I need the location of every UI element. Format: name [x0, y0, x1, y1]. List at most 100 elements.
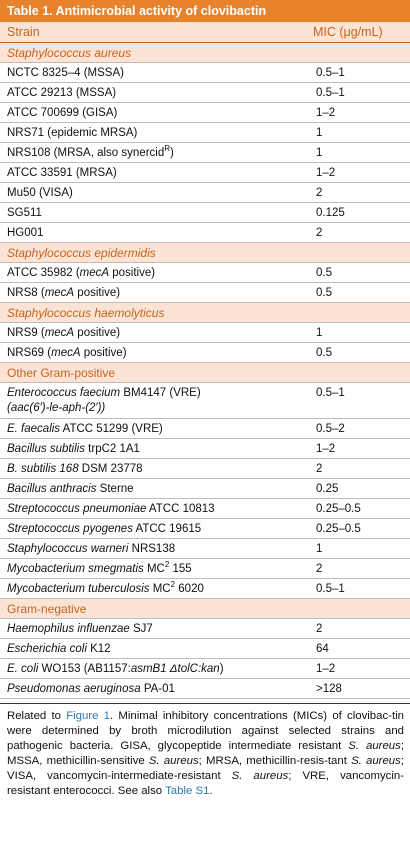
species-name: Mycobacterium smegmatis — [7, 563, 144, 575]
strain-id: NRS8 ( — [7, 287, 45, 299]
table-row: Mycobacterium smegmatis MC2 155 2 — [0, 559, 410, 579]
table-title: Table 1. Antimicrobial activity of clovi… — [0, 0, 410, 22]
strain-cell: Bacillus subtilis trpC2 1A1 — [7, 439, 140, 459]
table-s1-link[interactable]: Table S1 — [165, 785, 210, 797]
mic-value: 0.25–0.5 — [316, 503, 361, 515]
mic-value: 2 — [316, 563, 323, 575]
species-name: Haemophilus influenzae — [7, 623, 130, 635]
caption-text: . Minimal inhibitory concentrations (MIC… — [7, 710, 404, 752]
strain-cell: Pseudomonas aeruginosa PA-01 — [7, 679, 175, 699]
strain-id: HG001 — [7, 227, 44, 239]
group-rows-epidermidis: ATCC 35982 (mecA positive) 0.5 NRS8 (mecA … — [0, 263, 410, 303]
species-name: Escherichia coli — [7, 643, 87, 655]
mic-value: 1 — [316, 147, 323, 159]
table-row: B. subtilis 168 DSM 23778 2 — [0, 459, 410, 479]
mic-value: 0.5–2 — [316, 423, 345, 435]
table-row: NCTC 8325–4 (MSSA) 0.5–1 — [0, 63, 410, 83]
caption-italic: S. aureus — [351, 755, 401, 767]
mic-value: 2 — [316, 463, 323, 475]
mic-value: 1 — [316, 327, 323, 339]
strain-cell: NRS8 (mecA positive) — [7, 283, 120, 303]
strain-id: MC — [149, 583, 171, 595]
species-name: B. subtilis 168 — [7, 463, 79, 475]
gene-name: mecA — [44, 327, 75, 339]
strain-cell: HG001 — [7, 223, 43, 243]
table-caption: Related to Figure 1. Minimal inhibitory … — [0, 704, 410, 799]
strain-id: K12 — [86, 643, 111, 655]
mic-value: 1–2 — [316, 107, 336, 119]
caption-text: Related to — [7, 710, 67, 722]
strain-cell: ATCC 700699 (GISA) — [7, 103, 117, 123]
caption-text: ; MSSA, methicillin-sensitive — [7, 740, 404, 767]
strain-cell: SG511 — [7, 203, 42, 223]
strain-tail: ) — [170, 147, 174, 159]
caption-italic: S. aureus — [148, 755, 199, 767]
group-other-gram-positive: Other Gram-positive — [0, 363, 410, 383]
table-row: Enterococcus faecium BM4147 (VRE) (aac(6′… — [0, 383, 410, 419]
caption-text: ; MRSA, methicillin-resis-tant — [198, 755, 352, 767]
table-document: Table 1. Antimicrobial activity of clovi… — [0, 0, 410, 799]
species-name: Bacillus subtilis — [7, 443, 85, 455]
strain-id: ATCC 10813 — [146, 503, 215, 515]
mic-value: 1 — [316, 543, 323, 555]
table-row: ATCC 35982 (mecA positive) 0.5 — [0, 263, 410, 283]
species-name: E. coli — [7, 663, 39, 675]
species-name: Mycobacterium tuberculosis — [7, 583, 150, 595]
mic-value: 1–2 — [316, 443, 336, 455]
mic-value: 2 — [316, 187, 323, 199]
strain-id: ATCC 19615 — [132, 523, 202, 535]
table-row: NRS108 (MRSA, also synercidR) 1 — [0, 143, 410, 163]
table-row: Escherichia coli K12 64 — [0, 639, 410, 659]
strain-cell: ATCC 29213 (MSSA) — [7, 83, 116, 103]
strain-tail: positive) — [80, 347, 127, 359]
caption-text: . — [209, 785, 213, 797]
strain-id: NRS138 — [128, 543, 176, 555]
table-row: HG001 2 — [0, 223, 410, 243]
strain-cell: Streptococcus pneumoniae ATCC 10813 — [7, 499, 215, 519]
strain-id: Sterne — [96, 483, 134, 495]
strain-id: NRS108 (MRSA, also synercid — [7, 147, 165, 159]
species-name: E. faecalis — [7, 423, 61, 435]
group-staph-haemolyticus: Staphylococcus haemolyticus — [0, 303, 410, 323]
strain-id: ATCC 33591 (MRSA) — [7, 167, 117, 179]
strain-cell: Escherichia coli K12 — [7, 639, 111, 659]
strain-id: ATCC 700699 (GISA) — [7, 107, 118, 119]
figure-1-link[interactable]: Figure 1 — [66, 710, 111, 722]
table-row: Streptococcus pyogenes ATCC 19615 0.25–0.… — [0, 519, 410, 539]
table-row: ATCC 29213 (MSSA) 0.5–1 — [0, 83, 410, 103]
group-staph-aureus: Staphylococcus aureus — [0, 43, 410, 63]
strain-cell: NRS108 (MRSA, also synercidR) — [7, 143, 174, 163]
table-row: E. faecalis ATCC 51299 (VRE) 0.5–2 — [0, 419, 410, 439]
strain-id: SJ7 — [129, 623, 153, 635]
strain-cell: Enterococcus faecium BM4147 (VRE) (aac(6′… — [7, 386, 201, 416]
strain-tail: 155 — [169, 563, 192, 575]
mic-value: 0.5–1 — [316, 87, 345, 99]
group-rows-haemolyticus: NRS9 (mecA positive) 1 NRS69 (mecA positiv… — [0, 323, 410, 363]
table-row: NRS9 (mecA positive) 1 — [0, 323, 410, 343]
strain-cell: Mu50 (VISA) — [7, 183, 73, 203]
table-row: Mu50 (VISA) 2 — [0, 183, 410, 203]
mic-value: 0.5 — [316, 287, 332, 299]
strain-cell: Mycobacterium tuberculosis MC2 6020 — [7, 579, 204, 599]
mic-value: 0.25–0.5 — [316, 523, 361, 535]
strain-cell: E. faecalis ATCC 51299 (VRE) — [7, 419, 163, 439]
group-staph-epidermidis: Staphylococcus epidermidis — [0, 243, 410, 263]
mic-value: 0.25 — [316, 483, 339, 495]
strain-id: PA-01 — [140, 683, 175, 695]
table-row: NRS8 (mecA positive) 0.5 — [0, 283, 410, 303]
strain-id: DSM 23778 — [78, 463, 143, 475]
mic-value: 2 — [316, 623, 323, 635]
mic-value: 0.5–1 — [316, 67, 345, 79]
table-row: Streptococcus pneumoniae ATCC 10813 0.25–… — [0, 499, 410, 519]
species-name: Staphylococcus warneri — [7, 543, 129, 555]
species-name: Bacillus anthracis — [7, 483, 97, 495]
gene-name: mecA — [44, 287, 75, 299]
strain-cell: NRS69 (mecA positive) — [7, 343, 127, 363]
mic-value: 0.5–1 — [316, 583, 345, 595]
strain-id: NRS9 ( — [7, 327, 45, 339]
strain-cell: NCTC 8325–4 (MSSA) — [7, 63, 124, 83]
table-row: SG511 0.125 — [0, 203, 410, 223]
strain-cell: NRS9 (mecA positive) — [7, 323, 120, 343]
gene-name: mecA — [79, 267, 110, 279]
table-bottom-rule — [0, 703, 410, 704]
